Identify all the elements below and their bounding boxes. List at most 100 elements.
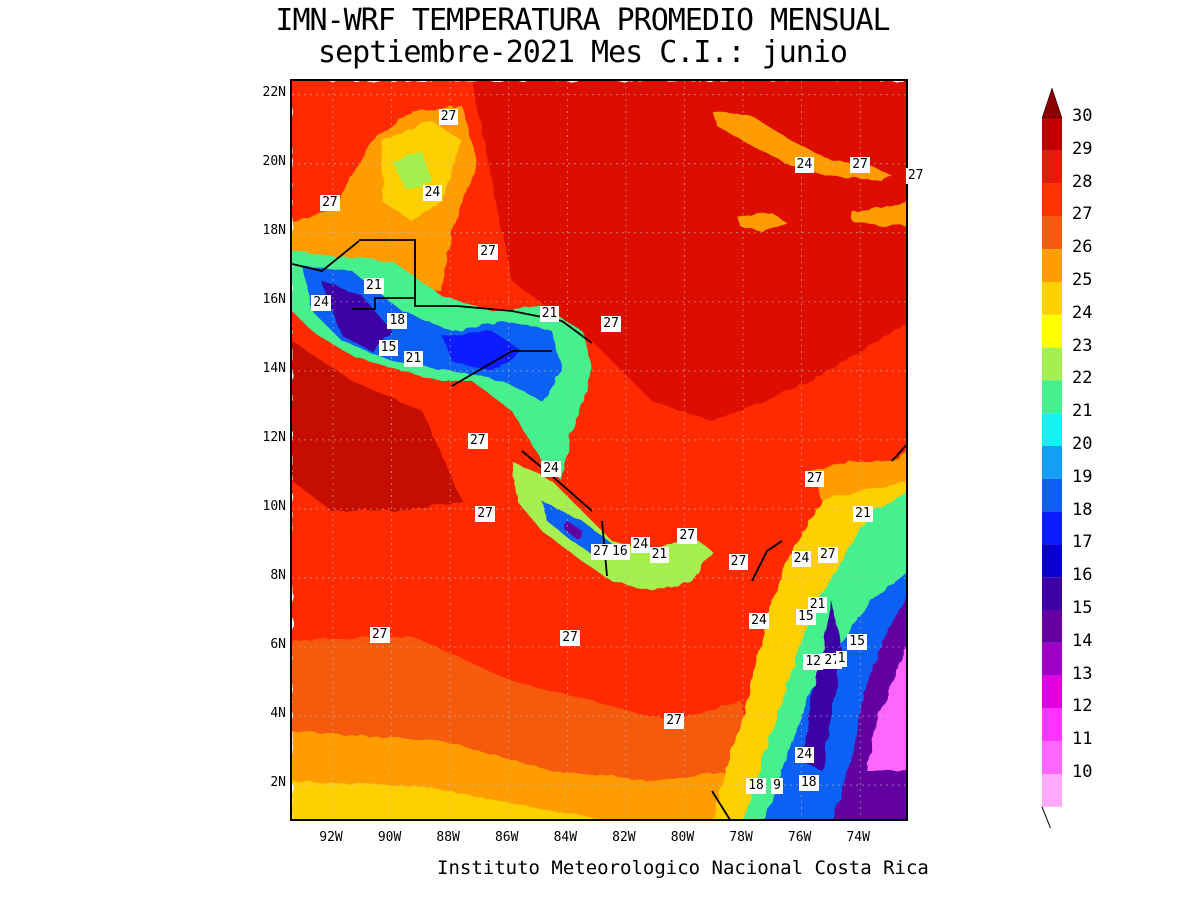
mexico-border	[292, 240, 360, 272]
contour-label: 24	[794, 747, 815, 764]
contour-label: 21	[853, 505, 873, 522]
lon-tick-label: 88W	[436, 830, 460, 845]
temperature-map	[290, 79, 908, 821]
lat-tick-label: 8N	[270, 567, 286, 583]
colorbar-box	[1042, 446, 1062, 479]
contour-label: 9	[771, 778, 783, 795]
colorbar-level-label: 12	[1072, 696, 1093, 717]
colorbar-level-label: 22	[1072, 368, 1093, 389]
lon-tick-label: 92W	[319, 830, 343, 845]
colorbar-box	[1042, 478, 1062, 512]
lon-tick-label: 84W	[553, 830, 578, 845]
colorbar-level-label: 19	[1072, 466, 1093, 487]
colorbar-box	[1042, 380, 1062, 414]
colorbar-box	[1042, 216, 1062, 250]
credit-text: Instituto Meteorologico Nacional Costa R…	[437, 857, 929, 879]
lon-tick-label: 80W	[670, 830, 695, 845]
contour-label: 27	[560, 630, 580, 647]
colorbar-level-label: 18	[1072, 499, 1093, 520]
colorbar-box	[1042, 314, 1062, 348]
costa-rica-coldest-core	[564, 521, 582, 539]
contour-label: 21	[807, 597, 828, 614]
panama-colombia-border	[751, 540, 783, 582]
contour-label: 15	[847, 633, 867, 650]
colorbar-level-label: 17	[1072, 532, 1093, 553]
colorbar-box	[1042, 642, 1062, 676]
colorbar-box	[1042, 511, 1062, 545]
lon-tick-label: 82W	[612, 830, 636, 845]
contour-label: 12	[803, 654, 823, 671]
contour-label: 24	[791, 550, 812, 567]
contour-label: 18	[387, 312, 408, 329]
guatemala-border	[352, 239, 416, 310]
colorbar-level-label: 11	[1072, 729, 1093, 750]
map-title-line2: septiembre-2021 Mes C.I.: junio	[318, 35, 848, 70]
contour-label: 21	[364, 278, 384, 295]
contour-label: 27	[478, 243, 498, 260]
jamaica-land	[737, 213, 787, 231]
contour-label: 24	[311, 295, 331, 312]
colorbar-level-label: 26	[1072, 237, 1093, 258]
colorbar-boxes	[1041, 88, 1063, 828]
cuba-land	[712, 111, 892, 181]
lat-tick-label: 20N	[262, 153, 286, 169]
colorbar	[1041, 88, 1063, 828]
colorbar-level-label: 15	[1072, 598, 1093, 618]
colorbar-level-label: 25	[1072, 270, 1093, 290]
contour-label: 24	[541, 460, 561, 477]
colorbar-box	[1042, 150, 1062, 184]
colombia-ecuador-border	[711, 790, 731, 819]
contour-label: 27	[664, 712, 684, 729]
contour-label: 27	[475, 505, 495, 522]
colorbar-box	[1042, 249, 1062, 282]
contour-label: 27	[905, 167, 926, 184]
colorbar-top-arrow	[1041, 88, 1063, 119]
colorbar-level-label: 16	[1072, 565, 1093, 586]
colorbar-level-label: 20	[1072, 434, 1093, 454]
colorbar-box	[1042, 183, 1062, 217]
colorbar-box	[1042, 610, 1062, 643]
contour-label: 1	[835, 650, 848, 667]
contour-label: 21	[649, 547, 670, 564]
colorbar-level-label: 14	[1072, 630, 1093, 651]
lat-tick-label: 18N	[262, 222, 286, 238]
lon-tick-label: 74W	[846, 830, 870, 845]
colorbar-box	[1042, 544, 1062, 578]
colorbar-level-label: 27	[1072, 204, 1093, 225]
colorbar-box	[1042, 708, 1062, 742]
lat-tick-label: 14N	[262, 360, 286, 376]
belize-border	[414, 240, 457, 307]
contour-label: 27	[369, 626, 390, 643]
lat-tick-label: 16N	[262, 291, 286, 307]
colorbar-box	[1042, 413, 1062, 446]
lat-tick-label: 22N	[262, 84, 286, 100]
colorbar-level-label: 24	[1072, 302, 1093, 323]
map-canvas	[292, 81, 906, 819]
contour-label: 16	[610, 543, 630, 560]
colorbar-level-label: 29	[1072, 138, 1093, 159]
pacific-warm-field	[292, 341, 462, 511]
colorbar-level-label: 23	[1072, 335, 1093, 356]
colombia-coast	[812, 453, 906, 501]
contour-label: 15	[378, 340, 399, 357]
lat-tick-label: 4N	[270, 706, 286, 721]
contour-label: 18	[746, 778, 766, 795]
lon-tick-label: 90W	[377, 830, 402, 845]
contour-label: 24	[749, 612, 769, 629]
lat-tick-label: 12N	[262, 429, 286, 445]
lon-tick-label: 86W	[494, 830, 519, 845]
contour-label: 27	[850, 157, 870, 174]
honduras-coast	[456, 305, 593, 344]
contour-label: 24	[630, 536, 651, 553]
colombia-andes-peak	[867, 649, 906, 771]
contour-label: 27	[467, 433, 488, 450]
lat-tick-label: 2N	[270, 775, 286, 791]
political-borders	[292, 239, 906, 819]
contour-label: 27	[438, 108, 459, 125]
lon-tick-label: 76W	[787, 830, 812, 845]
contour-label: 15	[796, 609, 816, 626]
contour-label: 27	[728, 554, 749, 571]
colorbar-level-label: 30	[1072, 106, 1093, 126]
colorbar-box	[1042, 741, 1062, 774]
lat-tick-label: 6N	[270, 636, 286, 652]
